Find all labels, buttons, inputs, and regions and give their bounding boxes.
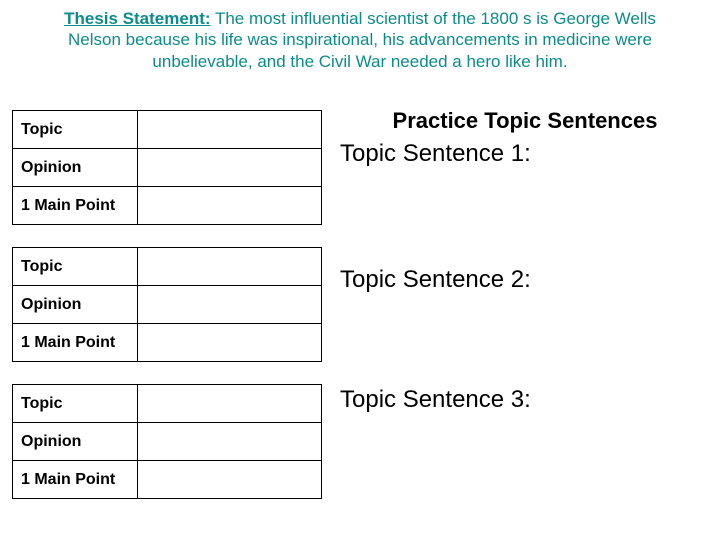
table-row: Topic (13, 385, 322, 423)
row-label: 1 Main Point (13, 324, 138, 362)
row-value[interactable] (138, 385, 322, 423)
practice-heading: Practice Topic Sentences (340, 108, 710, 134)
topic-table-1: Topic Opinion 1 Main Point (12, 110, 322, 225)
row-label: Topic (13, 385, 138, 423)
topic-sentence-3-label: Topic Sentence 3: (340, 386, 710, 414)
row-label: Opinion (13, 149, 138, 187)
table-row: 1 Main Point (13, 324, 322, 362)
row-value[interactable] (138, 187, 322, 225)
right-column: Practice Topic Sentences Topic Sentence … (340, 108, 710, 512)
row-value[interactable] (138, 286, 322, 324)
row-label: 1 Main Point (13, 461, 138, 499)
row-value[interactable] (138, 461, 322, 499)
thesis-label: Thesis Statement: (64, 9, 210, 28)
table-row: 1 Main Point (13, 461, 322, 499)
row-value[interactable] (138, 423, 322, 461)
table-row: Topic (13, 111, 322, 149)
row-label: 1 Main Point (13, 187, 138, 225)
topic-table-3: Topic Opinion 1 Main Point (12, 384, 322, 499)
row-label: Topic (13, 248, 138, 286)
row-value[interactable] (138, 324, 322, 362)
table-row: Opinion (13, 423, 322, 461)
row-label: Opinion (13, 286, 138, 324)
row-label: Topic (13, 111, 138, 149)
table-row: Topic (13, 248, 322, 286)
row-value[interactable] (138, 111, 322, 149)
thesis-statement: Thesis Statement: The most influential s… (60, 8, 660, 72)
tables-column: Topic Opinion 1 Main Point Topic Opinion… (12, 110, 322, 521)
row-value[interactable] (138, 248, 322, 286)
table-row: Opinion (13, 286, 322, 324)
table-row: 1 Main Point (13, 187, 322, 225)
topic-sentence-1-label: Topic Sentence 1: (340, 140, 710, 168)
row-label: Opinion (13, 423, 138, 461)
row-value[interactable] (138, 149, 322, 187)
table-row: Opinion (13, 149, 322, 187)
topic-sentence-2-label: Topic Sentence 2: (340, 266, 710, 294)
topic-table-2: Topic Opinion 1 Main Point (12, 247, 322, 362)
